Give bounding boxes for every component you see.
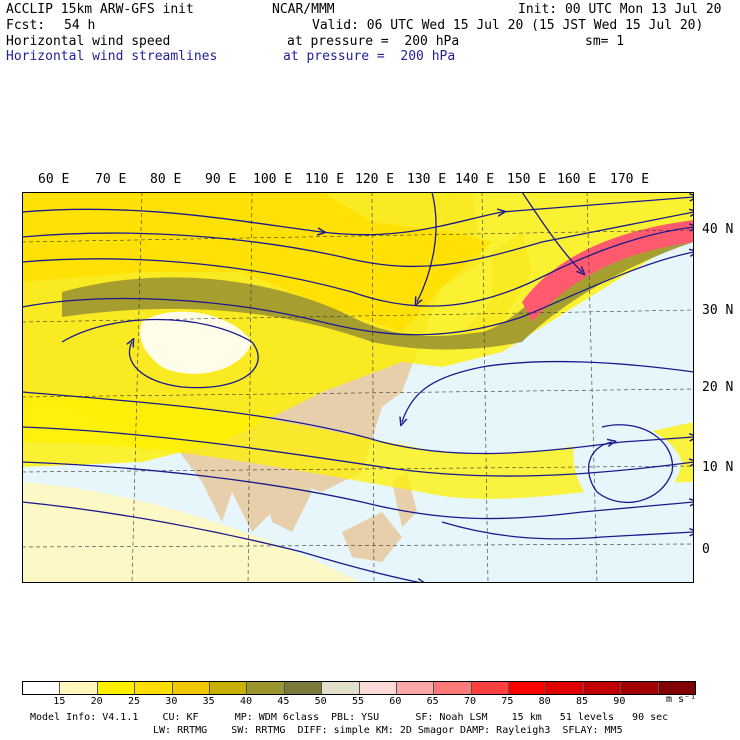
colorbar-swatch — [434, 682, 472, 694]
colorbar-tick-label: 65 — [426, 696, 439, 707]
forecast-value: 54 h — [64, 18, 96, 33]
longitude-label: 130 E — [407, 172, 447, 187]
colorbar-tick-label: 90 — [613, 696, 626, 707]
longitude-label: 80 E — [150, 172, 182, 187]
longitude-label: 100 E — [253, 172, 293, 187]
colorbar-swatch — [621, 682, 659, 694]
wind-speed-colorbar — [22, 681, 696, 695]
org-label: NCAR/MMM — [272, 2, 335, 17]
tibet-calm — [140, 311, 252, 374]
colorbar-tick-label: 35 — [202, 696, 215, 707]
field1-level: at pressure = 200 hPa — [287, 34, 460, 49]
longitude-label: 90 E — [205, 172, 237, 187]
longitude-label: 120 E — [355, 172, 395, 187]
colorbar-swatch — [60, 682, 98, 694]
colorbar-tick-label: 25 — [127, 696, 141, 707]
latitude-label: 10 N — [702, 460, 734, 475]
colorbar-swatch — [172, 682, 210, 694]
wind-map — [22, 192, 694, 583]
colorbar-swatch — [471, 682, 510, 694]
colorbar-swatch — [322, 682, 360, 694]
colorbar-tick-label: 45 — [277, 696, 290, 707]
colorbar-swatch — [509, 682, 547, 694]
colorbar-tick-label: 85 — [575, 696, 589, 707]
longitude-label: 160 E — [557, 172, 597, 187]
colorbar-swatch — [247, 682, 285, 694]
colorbar-tick-label: 50 — [314, 696, 327, 707]
colorbar-swatch — [97, 682, 136, 694]
smoothing-label: sm= 1 — [585, 34, 625, 49]
colorbar-tick-label: 75 — [501, 696, 514, 707]
model-info-line2: LW: RRTMG SW: RRTMG DIFF: simple KM: 2D … — [153, 725, 623, 736]
southwest-band — [22, 482, 362, 583]
longitude-label: 70 E — [95, 172, 127, 187]
colorbar-swatch — [583, 682, 622, 694]
jet-core-35 — [62, 222, 694, 350]
colorbar-tick-label: 40 — [239, 696, 253, 707]
forecast-label: Fcst: — [6, 18, 46, 33]
field1-name: Horizontal wind speed — [6, 34, 171, 49]
colorbar-tick-label: 30 — [165, 696, 178, 707]
colorbar-tick-label: 70 — [463, 696, 477, 707]
longitude-label: 170 E — [610, 172, 650, 187]
colorbar-swatch — [23, 682, 61, 694]
colorbar-swatch — [546, 682, 584, 694]
longitude-label: 60 E — [38, 172, 70, 187]
longitude-label: 150 E — [507, 172, 547, 187]
jet-core-60 — [522, 220, 694, 322]
field2-name: Horizontal wind streamlines — [6, 49, 218, 64]
longitude-label: 110 E — [305, 172, 345, 187]
colorbar-swatch — [209, 682, 248, 694]
colorbar-swatch — [396, 682, 435, 694]
colorbar-tick-label: 80 — [538, 696, 551, 707]
colorbar-tick-label: 20 — [90, 696, 103, 707]
latitude-label: 0 — [702, 542, 710, 557]
model-info-line1: Model Info: V4.1.1 CU: KF MP: WDM 6class… — [30, 712, 669, 723]
borneo-landmass — [342, 512, 402, 562]
latitude-label: 40 N — [702, 222, 734, 237]
valid-time: Valid: 06 UTC Wed 15 Jul 20 (15 JST Wed … — [312, 18, 704, 33]
colorbar-swatch — [135, 682, 173, 694]
lower-band — [22, 392, 694, 499]
colorbar-swatch — [658, 682, 696, 694]
east-calm — [573, 419, 682, 512]
latitude-label: 20 N — [702, 380, 734, 395]
longitude-label: 140 E — [455, 172, 495, 187]
field2-level: at pressure = 200 hPa — [283, 49, 456, 64]
colorbar-swatch — [359, 682, 397, 694]
model-title: ACCLIP 15km ARW-GFS init — [6, 2, 194, 17]
latitude-label: 30 N — [702, 303, 734, 318]
colorbar-tick-label: 15 — [53, 696, 66, 707]
init-time: Init: 00 UTC Mon 13 Jul 20 — [518, 2, 722, 17]
colorbar-swatch — [284, 682, 323, 694]
streamlines — [22, 192, 694, 583]
colorbar-tick-label: 55 — [351, 696, 365, 707]
colorbar-tick-label: 60 — [389, 696, 402, 707]
colorbar-units: m s⁻¹ — [666, 694, 697, 705]
